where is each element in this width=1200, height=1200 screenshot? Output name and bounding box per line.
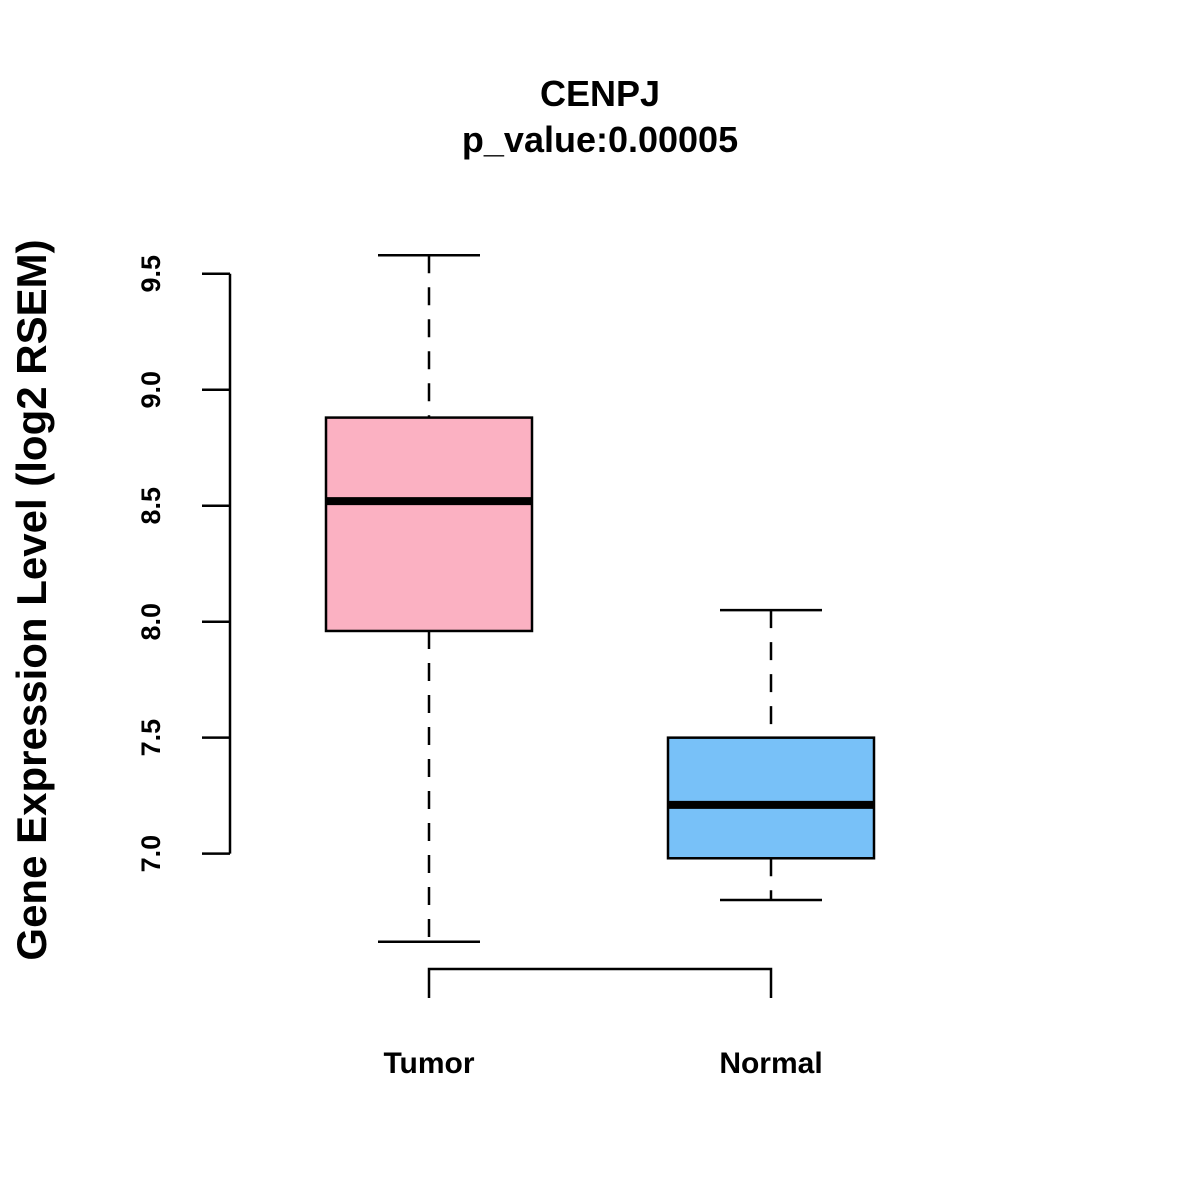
iqr-box <box>324 416 534 633</box>
y-axis-label: Gene Expression Level (log2 RSEM) <box>8 239 55 960</box>
box-tumor <box>324 253 534 944</box>
y-tick-label: 7.5 <box>136 719 166 757</box>
y-tick-label: 8.0 <box>136 603 166 641</box>
y-tick-label: 7.0 <box>136 835 166 873</box>
y-tick-label: 9.5 <box>136 255 166 293</box>
box-normal <box>666 608 876 902</box>
x-label-normal: Normal <box>719 1047 822 1080</box>
chart-title: CENPJ <box>540 73 660 114</box>
iqr-box <box>666 736 876 860</box>
y-tick-label: 9.0 <box>136 371 166 409</box>
x-label-tumor: Tumor <box>383 1047 474 1080</box>
comparison-bracket <box>427 967 773 998</box>
y-tick-label: 8.5 <box>136 487 166 525</box>
chart-subtitle: p_value:0.00005 <box>462 119 738 160</box>
bracket-line <box>427 967 773 998</box>
x-axis-labels: Tumor Normal <box>383 1047 822 1080</box>
y-axis: 7.0 7.5 8.0 8.5 9.0 9.5 <box>136 255 232 873</box>
boxes <box>324 253 876 944</box>
